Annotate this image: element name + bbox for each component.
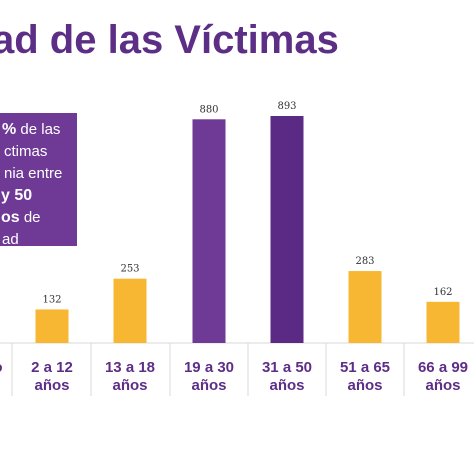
callout-line-1: % de las bbox=[2, 121, 61, 138]
callout-line-4: y 50 bbox=[1, 187, 33, 204]
category-label-unit: años bbox=[191, 377, 226, 394]
bar bbox=[348, 271, 382, 343]
category-label-unit: años bbox=[112, 377, 147, 394]
category-label-unit: años bbox=[34, 377, 69, 394]
category-label-unit: años bbox=[269, 377, 304, 394]
callout-box: % de las ctimas nia entre y 50 os de ad bbox=[0, 113, 77, 246]
callout-line-2: ctimas bbox=[4, 143, 48, 160]
category-label-unit: años bbox=[347, 377, 382, 394]
chart-title: ad de las Víctimas bbox=[0, 18, 339, 62]
bar bbox=[192, 119, 226, 343]
callout-line-6: ad bbox=[2, 231, 19, 246]
bar bbox=[35, 309, 69, 343]
data-label: 132 bbox=[42, 294, 61, 305]
category-label: 51 a 65 bbox=[340, 359, 390, 376]
category-label: 2 a 12 bbox=[31, 359, 73, 376]
bar bbox=[426, 301, 460, 343]
data-label: 893 bbox=[277, 101, 296, 112]
category-label: 31 a 50 bbox=[262, 359, 312, 376]
callout-line-3: nia entre bbox=[4, 165, 63, 182]
bar bbox=[113, 278, 147, 343]
bar bbox=[270, 116, 304, 343]
category-label-unit: años bbox=[425, 377, 460, 394]
category-label: 13 a 18 bbox=[105, 359, 155, 376]
callout-line-5: os de bbox=[1, 209, 41, 226]
data-label: 880 bbox=[199, 104, 218, 115]
category-label: o bbox=[0, 359, 3, 376]
data-label: 283 bbox=[355, 256, 374, 267]
data-label: 162 bbox=[433, 287, 452, 298]
category-label: 19 a 30 bbox=[184, 359, 234, 376]
data-label: 253 bbox=[120, 264, 139, 275]
category-label: 66 a 99 bbox=[418, 359, 468, 376]
